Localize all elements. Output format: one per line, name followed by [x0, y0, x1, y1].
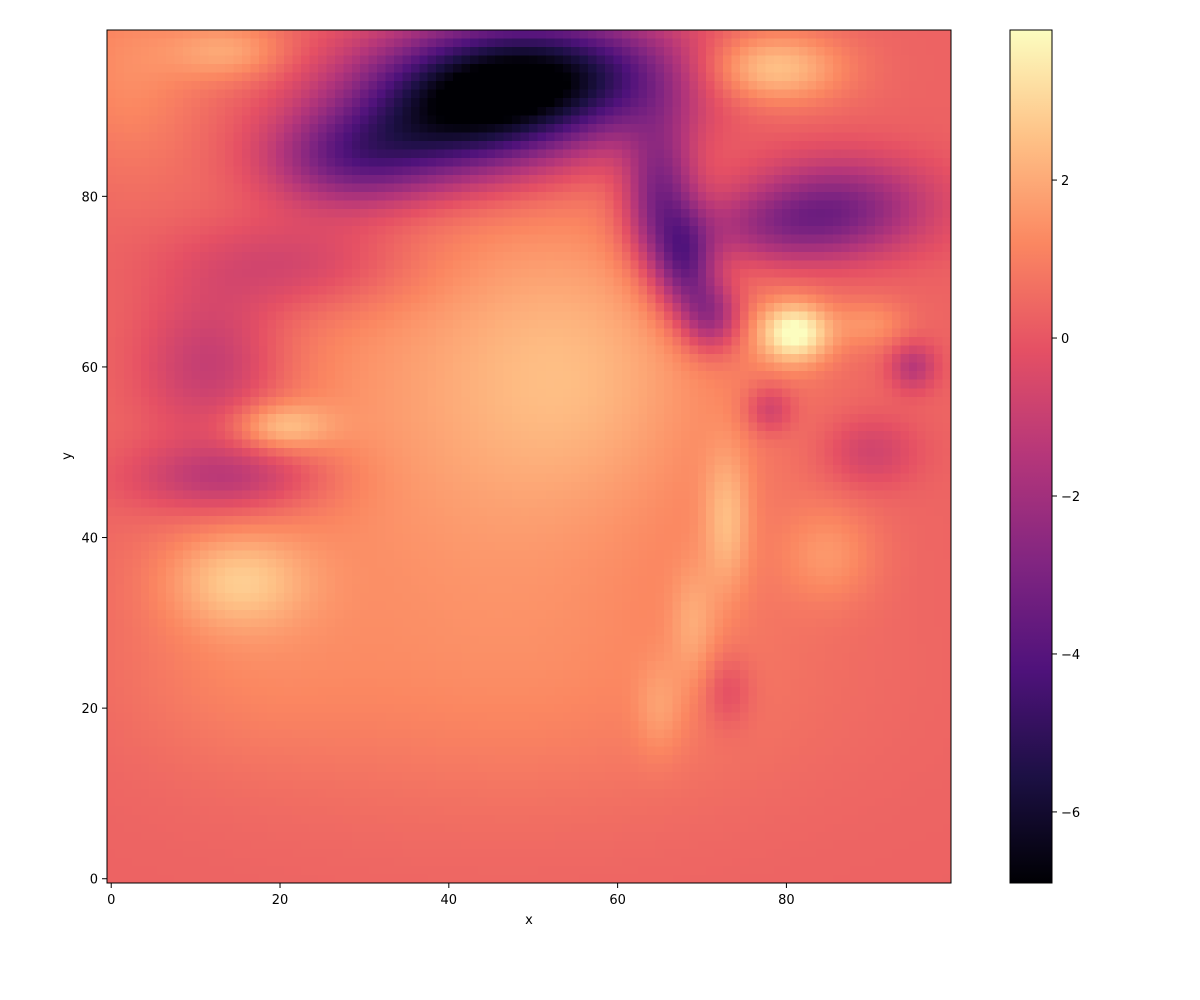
y-tick-label: 80 [81, 190, 98, 205]
x-tick-label: 20 [272, 893, 289, 908]
colorbar-gradient [1010, 30, 1052, 883]
colorbar-tick-label: −6 [1061, 806, 1080, 821]
colorbar-ticks: −6 −4 −2 0 2 [1052, 174, 1080, 821]
colorbar-frame [1009, 29, 1053, 884]
x-axis-label: x [525, 913, 533, 928]
x-axis: 0 20 40 60 80 [107, 883, 795, 908]
heatmap-image [107, 30, 951, 883]
y-axis-label: y [60, 452, 75, 460]
colorbar-tick-label: −2 [1061, 490, 1080, 505]
colorbar-tick-label: 0 [1061, 332, 1069, 347]
heatmap-plot-area [106, 29, 952, 884]
colorbar: −6 −4 −2 0 2 [1009, 29, 1080, 884]
y-tick-label: 20 [81, 702, 98, 717]
x-tick-label: 80 [778, 893, 795, 908]
y-tick-label: 40 [81, 532, 98, 547]
y-tick-label: 0 [90, 873, 98, 888]
colorbar-tick-label: −4 [1061, 648, 1080, 663]
x-tick-label: 40 [441, 893, 458, 908]
plot-frame [106, 29, 952, 884]
y-tick-label: 60 [81, 361, 98, 376]
x-tick-label: 0 [107, 893, 115, 908]
colorbar-tick-label: 2 [1061, 174, 1069, 189]
y-axis: 0 20 40 60 80 [81, 190, 107, 888]
x-tick-label: 60 [609, 893, 626, 908]
